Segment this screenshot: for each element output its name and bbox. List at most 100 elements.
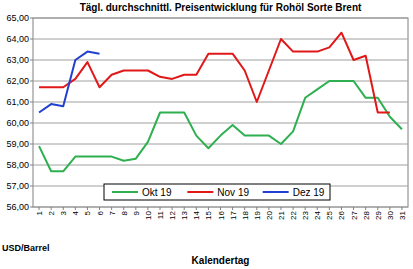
y-tick-label: 58,00 xyxy=(6,160,29,170)
tick xyxy=(30,144,33,145)
tick xyxy=(39,207,40,210)
title: Tägl. durchschnittl. Preisentwicklung fü… xyxy=(80,2,362,13)
y-tick-label: 62,00 xyxy=(6,76,29,86)
legend: Okt 19 Nov 19 Dez 19 xyxy=(104,184,330,200)
grid-line xyxy=(33,123,408,124)
series-line xyxy=(39,52,99,113)
x-tick-label: 29 xyxy=(374,210,383,219)
tick xyxy=(293,207,294,210)
tick xyxy=(196,207,197,210)
tick xyxy=(147,207,148,210)
x-tick-label: 16 xyxy=(217,210,226,219)
x-tick-label: 4 xyxy=(71,210,80,215)
tick xyxy=(280,207,281,210)
x-tick-label: 8 xyxy=(120,210,129,215)
grid-line xyxy=(33,18,408,19)
tick xyxy=(220,207,221,210)
series-group xyxy=(39,33,402,172)
tick xyxy=(160,207,161,210)
x-tick-label: 7 xyxy=(108,210,117,215)
x-tick-label: 10 xyxy=(144,210,153,219)
y-tick-label: 57,00 xyxy=(6,181,29,191)
x-tick-label: 31 xyxy=(398,210,407,219)
chart: Tägl. durchschnittl. Preisentwicklung fü… xyxy=(0,0,413,269)
tick xyxy=(30,102,33,103)
legend-label: Okt 19 xyxy=(142,187,172,198)
x-tick-label: 1 xyxy=(35,210,44,215)
x-tick-label: 21 xyxy=(277,210,286,219)
x-tick-label: 2 xyxy=(47,210,56,215)
x-tick-label: 6 xyxy=(96,210,105,215)
tick xyxy=(87,207,88,210)
tick xyxy=(268,207,269,210)
tick xyxy=(30,81,33,82)
x-tick-label: 30 xyxy=(386,210,395,219)
x-tick-label: 19 xyxy=(253,210,262,219)
legend-label: Nov 19 xyxy=(217,187,249,198)
tick xyxy=(389,207,390,210)
tick xyxy=(30,39,33,40)
tick xyxy=(51,207,52,210)
tick xyxy=(172,207,173,210)
grid-line xyxy=(33,165,408,166)
tick xyxy=(305,207,306,210)
tick xyxy=(30,60,33,61)
x-tick-label: 13 xyxy=(180,210,189,219)
tick xyxy=(123,207,124,210)
tick xyxy=(244,207,245,210)
y-tick-label: 63,00 xyxy=(6,55,29,65)
x-tick-label: 18 xyxy=(241,210,250,219)
x-tick-label: 5 xyxy=(83,210,92,215)
tick xyxy=(63,207,64,210)
y-tick-label: 64,00 xyxy=(6,34,29,44)
grid-line xyxy=(33,102,408,103)
y-tick-label: 59,00 xyxy=(6,139,29,149)
grid-line xyxy=(33,60,408,61)
x-tick-label: 15 xyxy=(204,210,213,219)
grid-line xyxy=(33,144,408,145)
tick xyxy=(30,207,33,208)
y-tick-label: 56,00 xyxy=(6,202,29,212)
legend-swatch xyxy=(263,191,289,193)
tick xyxy=(99,207,100,210)
legend-label: Dez 19 xyxy=(293,187,325,198)
y-axis-label: USD/Barrel xyxy=(2,243,50,253)
x-tick-label: 23 xyxy=(301,210,310,219)
tick xyxy=(353,207,354,210)
tick xyxy=(232,207,233,210)
tick xyxy=(208,207,209,210)
x-tick-label: 22 xyxy=(289,210,298,219)
tick xyxy=(329,207,330,210)
tick xyxy=(111,207,112,210)
tick xyxy=(75,207,76,210)
legend-swatch xyxy=(112,191,138,193)
series-line xyxy=(39,81,402,171)
x-tick-label: 3 xyxy=(59,210,68,215)
tick xyxy=(30,18,33,19)
x-tick-label: 27 xyxy=(350,210,359,219)
x-tick-label: 20 xyxy=(265,210,274,219)
tick xyxy=(256,207,257,210)
x-tick-label: 14 xyxy=(192,210,201,219)
x-tick-label: 25 xyxy=(325,210,334,219)
x-tick-label: 26 xyxy=(337,210,346,219)
x-tick-label: 11 xyxy=(156,210,165,219)
tick xyxy=(365,207,366,210)
grid-line xyxy=(33,39,408,40)
tick xyxy=(30,186,33,187)
tick xyxy=(30,165,33,166)
y-tick-label: 60,00 xyxy=(6,118,29,128)
tick xyxy=(30,123,33,124)
tick xyxy=(184,207,185,210)
tick xyxy=(341,207,342,210)
tick xyxy=(317,207,318,210)
y-tick-label: 61,00 xyxy=(6,97,29,107)
y-tick-label: 65,00 xyxy=(6,13,29,23)
x-tick-label: 28 xyxy=(362,210,371,219)
legend-box xyxy=(104,184,330,200)
tick xyxy=(401,207,402,210)
x-tick-label: 17 xyxy=(229,210,238,219)
x-tick-label: 9 xyxy=(132,210,141,215)
legend-swatch xyxy=(187,191,213,193)
plot-area xyxy=(33,18,408,207)
